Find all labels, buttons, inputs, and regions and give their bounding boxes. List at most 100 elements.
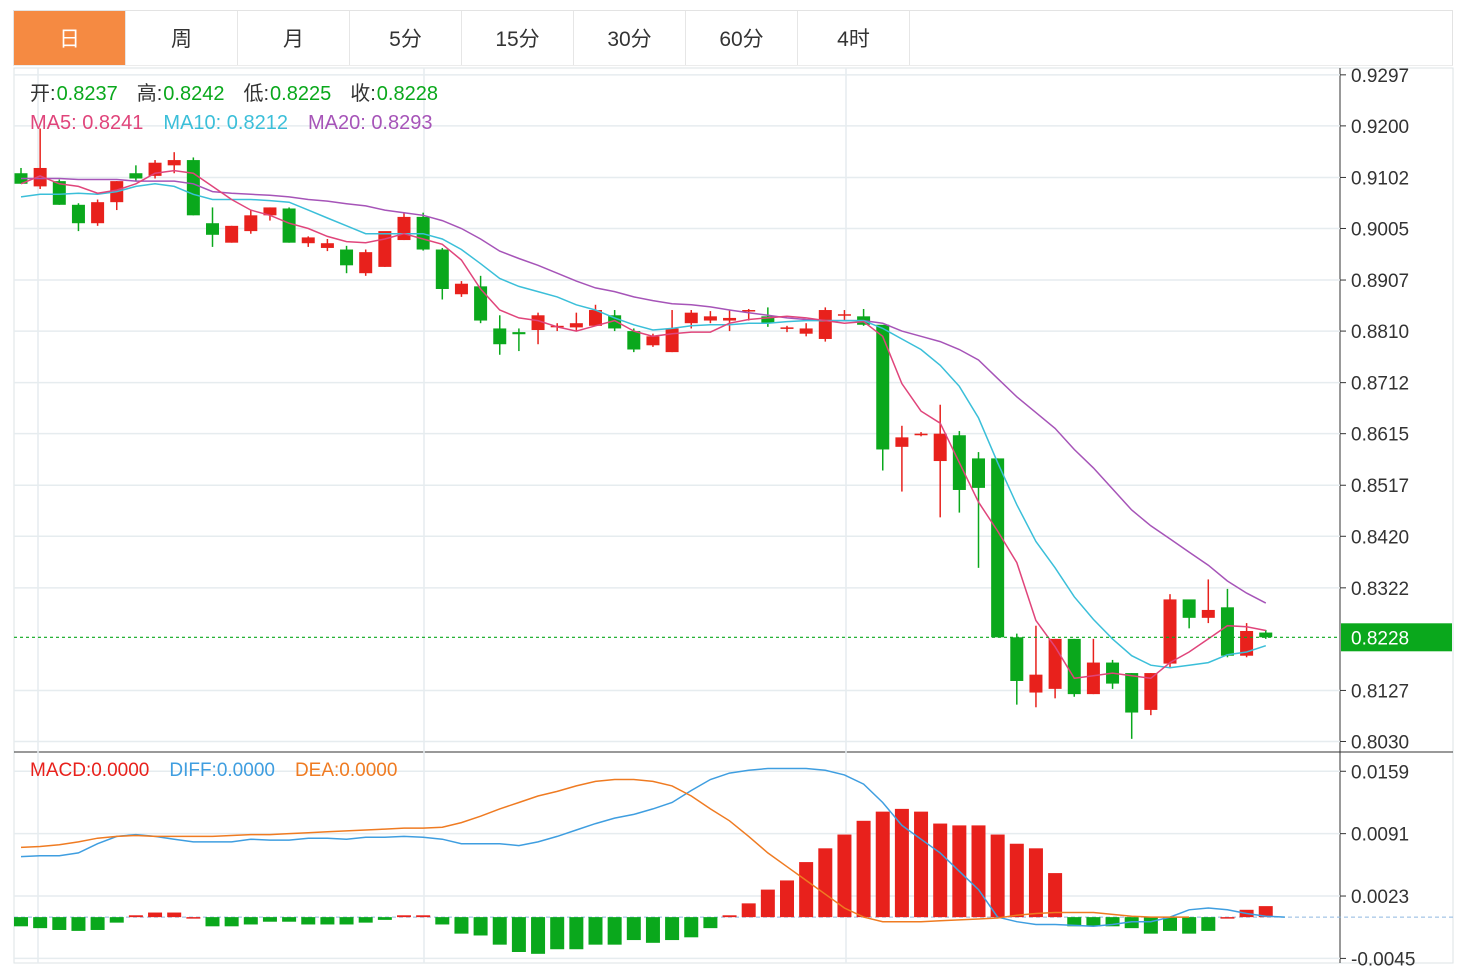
macd-bar-down (14, 917, 28, 927)
macd-bar-down (358, 917, 373, 923)
macd-bar-down (569, 917, 584, 950)
macd-bar-down (492, 917, 507, 945)
candle-up (1201, 609, 1215, 618)
macd-bar-up (722, 915, 737, 918)
macd-bar-up (397, 915, 411, 918)
candle-down (1010, 637, 1024, 681)
macd-bar-up (167, 912, 182, 918)
candle-up (301, 237, 315, 244)
candle-down (1125, 673, 1139, 713)
macd-bar-up (1028, 848, 1043, 918)
candle-up (263, 207, 277, 216)
candle-up (646, 336, 660, 346)
price-tick-label: 0.8420 (1351, 527, 1409, 548)
macd-tick-label: -0.0045 (1351, 949, 1415, 970)
timeframe-tabs: 日周月 5分 15分 30分 60分 4时 (13, 10, 1453, 66)
candle-down (493, 328, 507, 345)
day-tab[interactable]: 日 (14, 11, 126, 65)
macd-bar-down (1201, 917, 1216, 931)
candle-up (1163, 599, 1177, 664)
ohlc-value: 0.8242 (163, 83, 224, 105)
month-tab[interactable]: 月 (238, 11, 350, 65)
macd-bar-down (33, 917, 48, 929)
candle-down (991, 458, 1005, 638)
candle-up (454, 283, 468, 295)
candle-up (1144, 673, 1158, 710)
candle-up (703, 316, 717, 321)
candle-down (627, 331, 641, 350)
candle-down (761, 316, 775, 324)
price-tick-label: 0.8810 (1351, 322, 1409, 343)
candle-up (1240, 630, 1254, 656)
candle-up (167, 160, 181, 166)
macd-bar-up (741, 903, 756, 918)
4hour-tab[interactable]: 4时 (798, 11, 910, 65)
macd-bar-up (1048, 873, 1063, 918)
macd-bar-down (301, 917, 316, 925)
ma-legend-item: MA5: 0.8241 (30, 112, 143, 134)
macd-bar-up (990, 834, 1005, 918)
candle-up (397, 216, 411, 241)
ohlc-label: 收: (350, 82, 376, 105)
macd-bar-down (1182, 917, 1197, 934)
macd-bar-up (875, 811, 890, 918)
macd-bar-down (377, 917, 392, 920)
ohlc-value: 0.8237 (57, 83, 118, 105)
macd-bar-down (243, 917, 258, 925)
macd-bar-down (665, 917, 680, 941)
15min-tab[interactable]: 15分 (462, 11, 574, 65)
macd-bar-up (914, 811, 929, 918)
candle-up (359, 252, 373, 274)
ma-legend-item: MA10: 0.8212 (163, 112, 288, 134)
candle-up (378, 231, 392, 267)
macd-bar-down (607, 917, 622, 945)
candle-down (512, 332, 526, 335)
week-tab[interactable]: 周 (126, 11, 238, 65)
macd-bar-down (435, 917, 450, 925)
macd-bar-up (894, 808, 909, 918)
price-tick-label: 0.8322 (1351, 579, 1409, 600)
macd-bar-down (1143, 917, 1158, 934)
ohlc-label: 开: (30, 83, 56, 105)
macd-bar-up (971, 825, 986, 918)
5min-tab[interactable]: 5分 (350, 11, 462, 65)
macd-bar-down (320, 917, 335, 925)
macd-bar-down (90, 917, 105, 930)
macd-bar-down (473, 917, 488, 936)
price-tick-label: 0.8712 (1351, 374, 1409, 395)
macd-bar-down (588, 917, 603, 945)
candle-up (723, 317, 737, 321)
candle-up (569, 323, 583, 328)
candle-up (320, 243, 334, 248)
macd-tick-label: 0.0091 (1351, 825, 1409, 846)
price-tick-label: 0.8517 (1351, 476, 1409, 497)
candle-down (435, 249, 449, 289)
candle-down (1067, 638, 1081, 695)
candle-up (225, 225, 239, 243)
macd-bar-down (1105, 917, 1120, 927)
price-tick-label: 0.8030 (1351, 732, 1409, 753)
macd-bar-down (71, 917, 86, 931)
candle-up (933, 433, 947, 462)
chart-frame (13, 67, 1454, 964)
macd-bar-down (109, 917, 124, 923)
30min-tab[interactable]: 30分 (574, 11, 686, 65)
macd-bar-up (780, 880, 794, 918)
candle-up (1029, 674, 1043, 693)
candle-down (52, 181, 66, 205)
price-tick-label: 0.8907 (1351, 271, 1409, 292)
candle-down (129, 173, 143, 179)
macd-bar-down (339, 917, 354, 925)
ma5-line (20, 169, 1266, 680)
ma10-line (20, 183, 1267, 669)
60min-tab[interactable]: 60分 (686, 11, 798, 65)
ohlc-value: 0.8228 (377, 83, 438, 105)
price-tick-label: 0.9297 (1351, 66, 1409, 87)
macd-bar-down (645, 917, 660, 943)
candle-down (206, 223, 219, 235)
macd-bar-down (1086, 917, 1101, 927)
candle-down (1182, 599, 1196, 618)
candle-down (474, 286, 488, 321)
candle-up (665, 328, 679, 353)
